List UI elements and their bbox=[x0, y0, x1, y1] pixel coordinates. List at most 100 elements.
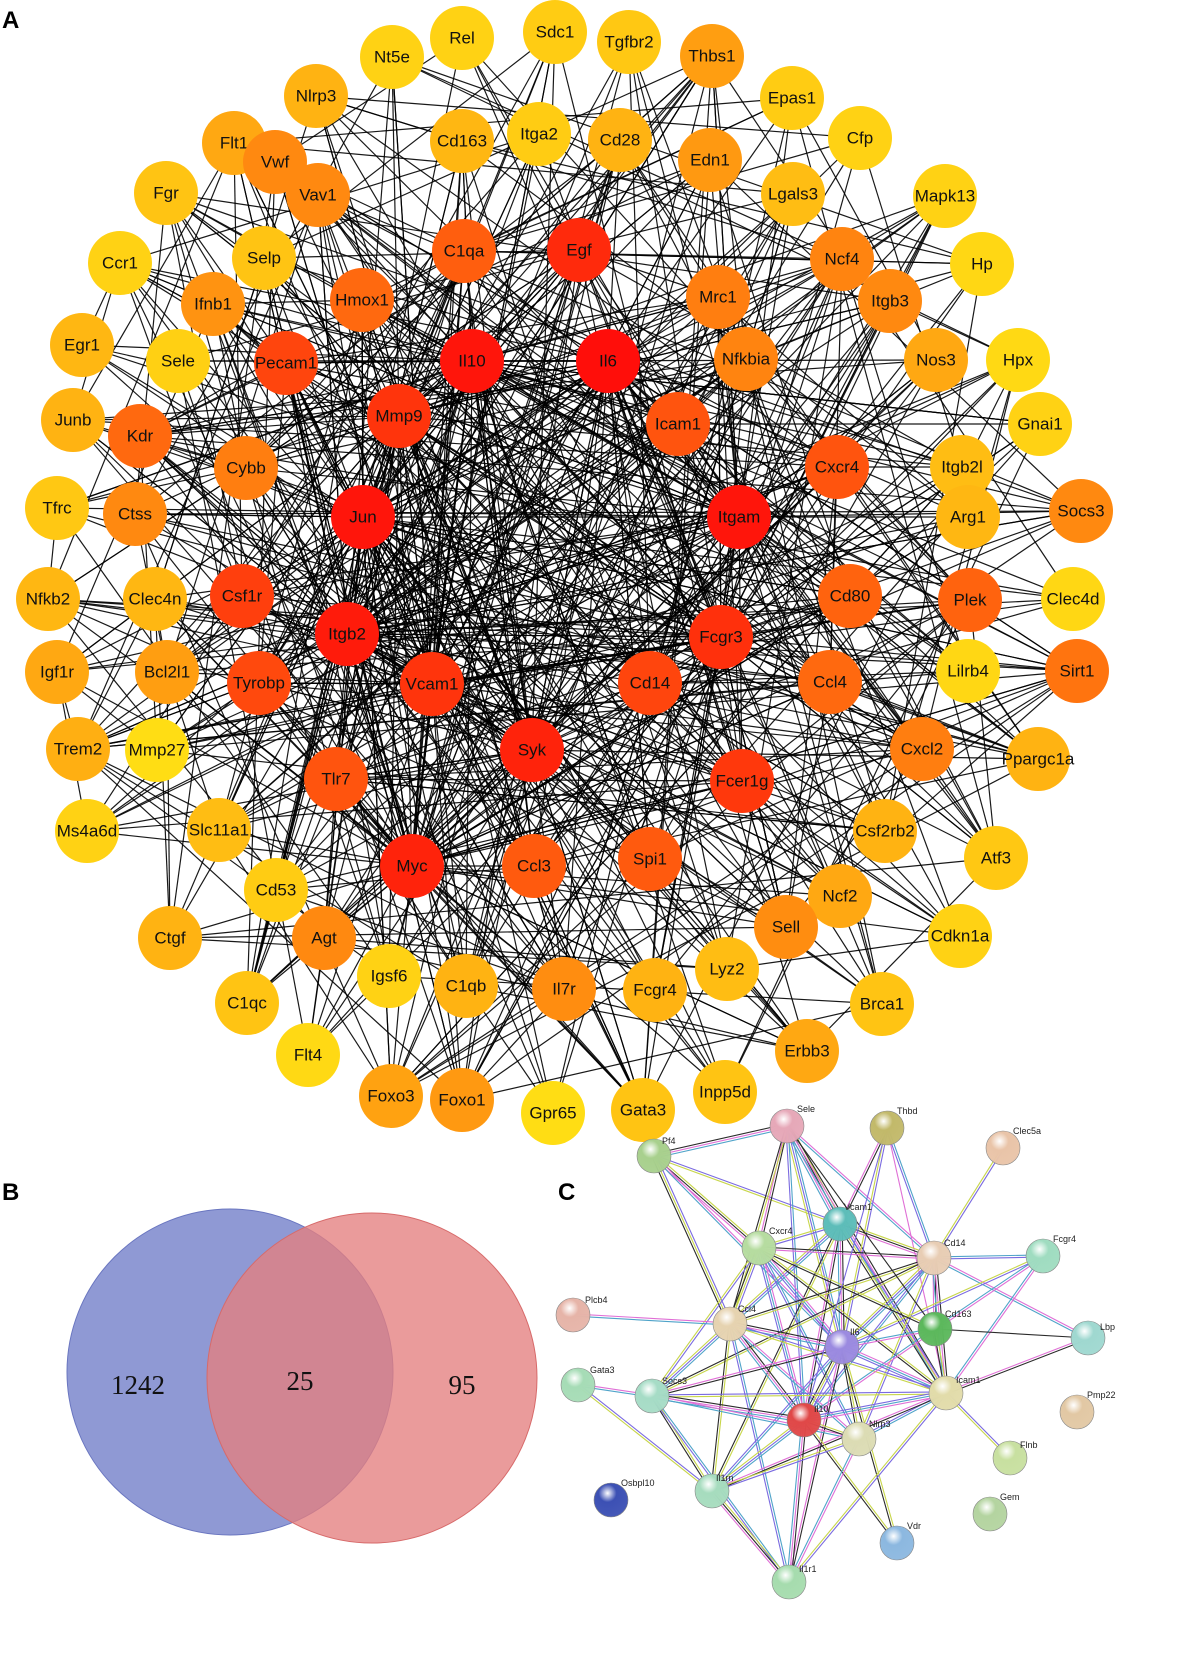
network-c-node-socs3: Socs3 bbox=[634, 1376, 687, 1414]
network-c-node-sphere bbox=[769, 1108, 805, 1144]
network-a-edge bbox=[139, 415, 400, 437]
network-a-node-circle bbox=[890, 717, 954, 781]
network-a-node-il7r: Il7r bbox=[532, 957, 596, 1021]
network-c-node-label: Clec5a bbox=[1013, 1126, 1041, 1136]
network-a-edge bbox=[738, 516, 883, 1005]
network-a-node-label: Nfkb2 bbox=[26, 590, 70, 609]
network-a-node-label: Kdr bbox=[127, 427, 154, 446]
network-a-edge bbox=[335, 778, 886, 832]
network-a-node-circle bbox=[254, 331, 318, 395]
network-a-edge bbox=[307, 683, 433, 1056]
network-a-node-circle bbox=[828, 106, 892, 170]
network-a-edge bbox=[139, 435, 565, 990]
network-c-node-nlrp3: Nlrp3 bbox=[841, 1419, 891, 1457]
network-c-node-sphere bbox=[985, 1130, 1021, 1166]
network-a-node-arg1: Arg1 bbox=[936, 485, 1000, 549]
network-a-edge bbox=[720, 359, 937, 638]
network-c-edge bbox=[934, 1328, 1089, 1339]
network-c-edge bbox=[712, 1224, 842, 1492]
network-a-node-circle bbox=[103, 482, 167, 546]
network-a-edge bbox=[398, 415, 433, 685]
network-c-node-flnb: Flnb bbox=[992, 1440, 1038, 1476]
network-a-node-csf2rb2: Csf2rb2 bbox=[853, 799, 917, 863]
network-a-edge bbox=[241, 360, 609, 597]
network-a-node-pecam1: Pecam1 bbox=[254, 331, 318, 395]
network-a-node-label: Tfrc bbox=[42, 499, 72, 518]
network-c-edge bbox=[652, 1347, 843, 1398]
network-c-edge bbox=[730, 1322, 861, 1439]
network-a-edge bbox=[471, 360, 728, 970]
network-a-node-circle bbox=[930, 435, 994, 499]
network-a-edge bbox=[346, 633, 554, 1114]
network-c-node-sphere bbox=[972, 1496, 1008, 1532]
network-c-edge bbox=[841, 1222, 949, 1393]
network-a-edge bbox=[398, 300, 891, 417]
network-c-edge bbox=[573, 1313, 731, 1324]
network-a-node-cd14: Cd14 bbox=[618, 651, 682, 715]
network-c-node-sphere bbox=[928, 1375, 964, 1411]
network-a-node-edn1: Edn1 bbox=[678, 128, 742, 192]
network-a-node-label: Mrc1 bbox=[699, 288, 737, 307]
network-a-node-ifnb1: Ifnb1 bbox=[181, 272, 245, 336]
network-a-node-circle bbox=[805, 435, 869, 499]
network-c-node-osbpl10: Osbpl10 bbox=[593, 1478, 655, 1518]
network-c-edge bbox=[804, 1329, 936, 1422]
network-c-edge bbox=[840, 1256, 933, 1346]
network-a-edge bbox=[461, 636, 722, 1101]
network-a-edge bbox=[335, 682, 651, 780]
network-a-node-brca1: Brca1 bbox=[850, 972, 914, 1036]
network-a-node-label: Nlrp3 bbox=[296, 87, 337, 106]
network-c-node-cd14: Cd14 bbox=[916, 1238, 966, 1276]
venn-overlap-count: 25 bbox=[287, 1366, 314, 1396]
network-c-node-sphere bbox=[916, 1240, 952, 1276]
network-a-node-circle bbox=[507, 102, 571, 166]
network-a-node-label: Mmp27 bbox=[129, 741, 186, 760]
network-a-node-label: Myc bbox=[396, 857, 428, 876]
network-a-node-egr1: Egr1 bbox=[50, 313, 114, 377]
network-a-edge bbox=[72, 419, 838, 468]
network-a-node-tgfbr2: Tgfbr2 bbox=[597, 10, 661, 74]
network-a-edge bbox=[431, 683, 886, 832]
network-a-edge bbox=[362, 516, 467, 987]
network-a-node-circle bbox=[936, 485, 1000, 549]
network-c-node-sphere bbox=[555, 1297, 591, 1333]
network-a-node-lgals3: Lgals3 bbox=[761, 162, 825, 226]
network-a-node-ctgf: Ctgf bbox=[138, 906, 202, 970]
network-a-node-circle bbox=[623, 958, 687, 1022]
network-c-node-sphere bbox=[822, 1206, 858, 1242]
network-a-node-circle bbox=[761, 162, 825, 226]
network-a-node-label: Cdkn1a bbox=[931, 927, 990, 946]
network-c-edge bbox=[788, 1419, 805, 1583]
network-a-edge bbox=[431, 360, 609, 685]
network-a-node-circle bbox=[88, 231, 152, 295]
network-a-edge bbox=[246, 41, 630, 1004]
network-a-edge bbox=[471, 360, 651, 860]
network-a-edge bbox=[533, 359, 1019, 867]
network-c-node-sphere bbox=[712, 1306, 748, 1342]
network-a-node-label: Tgfbr2 bbox=[604, 33, 653, 52]
network-a-node-mapk13: Mapk13 bbox=[913, 164, 977, 228]
network-a-node-circle bbox=[986, 328, 1050, 392]
network-a-node-ppargc1a: Ppargc1a bbox=[1002, 727, 1075, 791]
network-c-node-label: Socs3 bbox=[662, 1376, 687, 1386]
network-a-edge bbox=[258, 682, 533, 751]
network-a-node-circle bbox=[710, 749, 774, 813]
network-a-node-label: Tlr7 bbox=[321, 770, 350, 789]
network-c-edge bbox=[803, 1327, 935, 1420]
network-a-node-label: Epas1 bbox=[768, 89, 816, 108]
network-a-node-label: Nt5e bbox=[374, 48, 410, 67]
network-a-node-label: C1qb bbox=[446, 977, 487, 996]
network-a-node-label: Gata3 bbox=[620, 1101, 666, 1120]
network-a-edge bbox=[642, 55, 713, 1111]
network-a-node-circle bbox=[938, 568, 1002, 632]
venn-diagram: 1242 25 95 bbox=[66, 1208, 538, 1544]
network-c-edge bbox=[946, 1338, 1089, 1395]
network-a-edge bbox=[275, 516, 740, 891]
network-a-node-circle bbox=[50, 313, 114, 377]
network-c-edge bbox=[789, 1393, 948, 1584]
network-c-node-sphere bbox=[1070, 1320, 1106, 1356]
network-a-node-ms4a6d: Ms4a6d bbox=[55, 799, 119, 863]
network-a-node-label: Ms4a6d bbox=[57, 822, 117, 841]
network-a-node-label: Ccl3 bbox=[517, 857, 551, 876]
